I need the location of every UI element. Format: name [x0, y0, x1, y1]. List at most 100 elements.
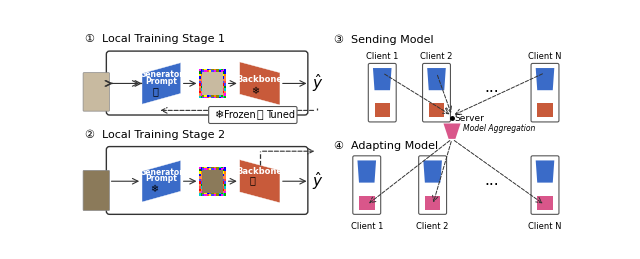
Bar	[224, 91, 226, 93]
Polygon shape	[537, 103, 553, 117]
Bar	[201, 179, 202, 181]
Bar	[224, 78, 226, 81]
Text: ···: ···	[484, 178, 499, 193]
Polygon shape	[423, 160, 442, 183]
Text: $\hat{y}$: $\hat{y}$	[312, 73, 323, 94]
Bar	[199, 69, 226, 98]
Bar	[201, 69, 202, 71]
Polygon shape	[444, 124, 461, 139]
Bar	[201, 186, 202, 189]
Bar	[224, 86, 226, 88]
Polygon shape	[358, 160, 376, 183]
Bar	[216, 70, 218, 72]
Polygon shape	[142, 160, 180, 202]
Bar	[224, 191, 226, 193]
Bar	[216, 167, 218, 168]
Text: Prompt: Prompt	[145, 77, 177, 86]
Bar	[223, 184, 224, 186]
Polygon shape	[373, 68, 392, 90]
Bar	[202, 95, 204, 97]
Bar	[211, 70, 214, 72]
Bar	[211, 97, 214, 98]
Bar	[207, 97, 209, 98]
Bar	[207, 69, 209, 70]
Bar	[223, 189, 224, 191]
Bar	[199, 167, 226, 196]
Text: Client 2: Client 2	[417, 222, 449, 231]
Bar	[223, 193, 226, 194]
Bar	[214, 70, 216, 72]
Bar	[224, 83, 226, 86]
Bar	[214, 95, 216, 97]
Polygon shape	[425, 196, 440, 210]
Text: ···: ···	[484, 85, 499, 100]
Bar	[199, 174, 201, 176]
FancyBboxPatch shape	[83, 170, 109, 211]
Bar	[223, 69, 224, 71]
Bar	[204, 70, 207, 72]
FancyBboxPatch shape	[106, 147, 308, 214]
Bar	[224, 96, 226, 98]
Polygon shape	[374, 103, 390, 117]
Polygon shape	[428, 68, 446, 90]
Bar	[204, 69, 207, 70]
Bar	[224, 184, 226, 186]
Text: Generator: Generator	[140, 168, 184, 177]
Bar	[202, 70, 204, 72]
Polygon shape	[536, 68, 554, 90]
Text: 🔥: 🔥	[152, 86, 158, 96]
Bar	[221, 194, 223, 196]
Polygon shape	[359, 196, 374, 210]
Bar	[223, 93, 224, 96]
Bar	[199, 93, 201, 96]
Bar	[199, 176, 201, 179]
Bar	[201, 176, 202, 179]
Bar	[218, 97, 221, 98]
Bar	[211, 193, 214, 194]
Text: Server: Server	[454, 114, 484, 123]
Bar	[223, 78, 224, 81]
Bar	[211, 95, 214, 97]
Bar	[218, 167, 221, 168]
Bar	[199, 74, 201, 76]
Text: Client N: Client N	[528, 52, 562, 61]
Bar	[223, 91, 224, 93]
Bar	[223, 186, 224, 189]
FancyBboxPatch shape	[422, 63, 451, 122]
Bar	[221, 167, 223, 168]
Bar	[214, 194, 216, 196]
Bar	[223, 95, 226, 97]
Bar	[202, 97, 204, 98]
Bar	[201, 83, 202, 86]
Bar	[201, 86, 202, 88]
Bar	[209, 167, 211, 168]
Bar	[223, 97, 226, 98]
Bar	[201, 193, 202, 196]
Bar	[199, 194, 202, 196]
Bar	[207, 70, 209, 72]
Bar	[223, 169, 224, 171]
Bar	[199, 69, 202, 70]
Bar	[214, 167, 216, 168]
Bar	[202, 69, 204, 70]
Bar	[201, 174, 202, 176]
Bar	[224, 176, 226, 179]
Bar	[223, 181, 224, 184]
Bar	[199, 71, 201, 74]
Bar	[199, 169, 201, 171]
Bar	[216, 168, 218, 170]
FancyBboxPatch shape	[209, 106, 297, 124]
Bar	[223, 96, 224, 98]
Bar	[201, 81, 202, 83]
Bar	[199, 184, 201, 186]
Bar	[199, 69, 201, 71]
Text: 🔥: 🔥	[249, 175, 255, 185]
FancyBboxPatch shape	[419, 156, 447, 214]
Bar	[218, 193, 221, 194]
Bar	[224, 189, 226, 191]
Polygon shape	[537, 196, 553, 210]
Bar	[211, 69, 214, 70]
Bar	[202, 193, 204, 194]
Bar	[223, 167, 224, 169]
Bar	[201, 78, 202, 81]
